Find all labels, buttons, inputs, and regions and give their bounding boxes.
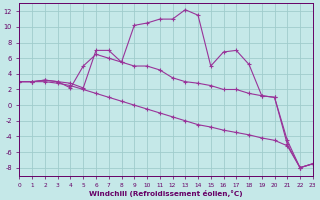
X-axis label: Windchill (Refroidissement éolien,°C): Windchill (Refroidissement éolien,°C) bbox=[89, 190, 243, 197]
